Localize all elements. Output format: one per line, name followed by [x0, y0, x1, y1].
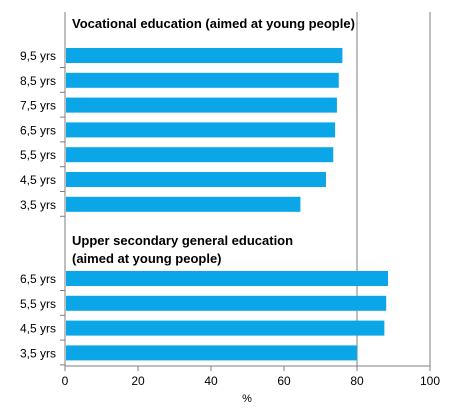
x-tick-label: 0 [62, 374, 69, 388]
bar-groups: Vocational education (aimed at young peo… [20, 16, 389, 366]
category-label: 3,5 yrs [20, 346, 56, 360]
category-label: 6,5 yrs [20, 272, 56, 286]
group-title-line: Upper secondary general education [72, 233, 293, 248]
group-title-line: (aimed at young people) [72, 251, 222, 266]
category-label: 5,5 yrs [20, 148, 56, 162]
group-title-line: Vocational education (aimed at young peo… [72, 16, 355, 31]
bar [66, 320, 385, 336]
category-label: 3,5 yrs [20, 198, 56, 212]
bar [66, 345, 357, 361]
bar [66, 97, 337, 113]
x-axis-ticks: 0 20 40 60 80 100 [62, 366, 440, 388]
category-label: 4,5 yrs [20, 173, 56, 187]
bar [66, 48, 343, 63]
x-tick-label: 100 [420, 374, 440, 388]
bar [66, 72, 339, 88]
category-label: 8,5 yrs [20, 74, 56, 88]
bar-group-1: Vocational education (aimed at young peo… [20, 16, 355, 217]
x-tick-label: 60 [277, 374, 291, 388]
category-label: 9,5 yrs [20, 49, 56, 63]
category-label: 6,5 yrs [20, 123, 56, 137]
x-tick-label: 20 [131, 374, 145, 388]
bar [66, 122, 336, 138]
category-label: 4,5 yrs [20, 322, 56, 336]
category-label: 5,5 yrs [20, 297, 56, 311]
bar [66, 271, 389, 286]
bar [66, 196, 301, 212]
x-tick-label: 80 [350, 374, 364, 388]
x-axis-title: % [242, 393, 252, 405]
bar-group-2: Upper secondary general education (aimed … [20, 233, 389, 366]
x-tick-label: 40 [204, 374, 218, 388]
bar [66, 172, 326, 187]
bar [66, 295, 387, 311]
bar [66, 147, 334, 163]
category-label: 7,5 yrs [20, 99, 56, 113]
